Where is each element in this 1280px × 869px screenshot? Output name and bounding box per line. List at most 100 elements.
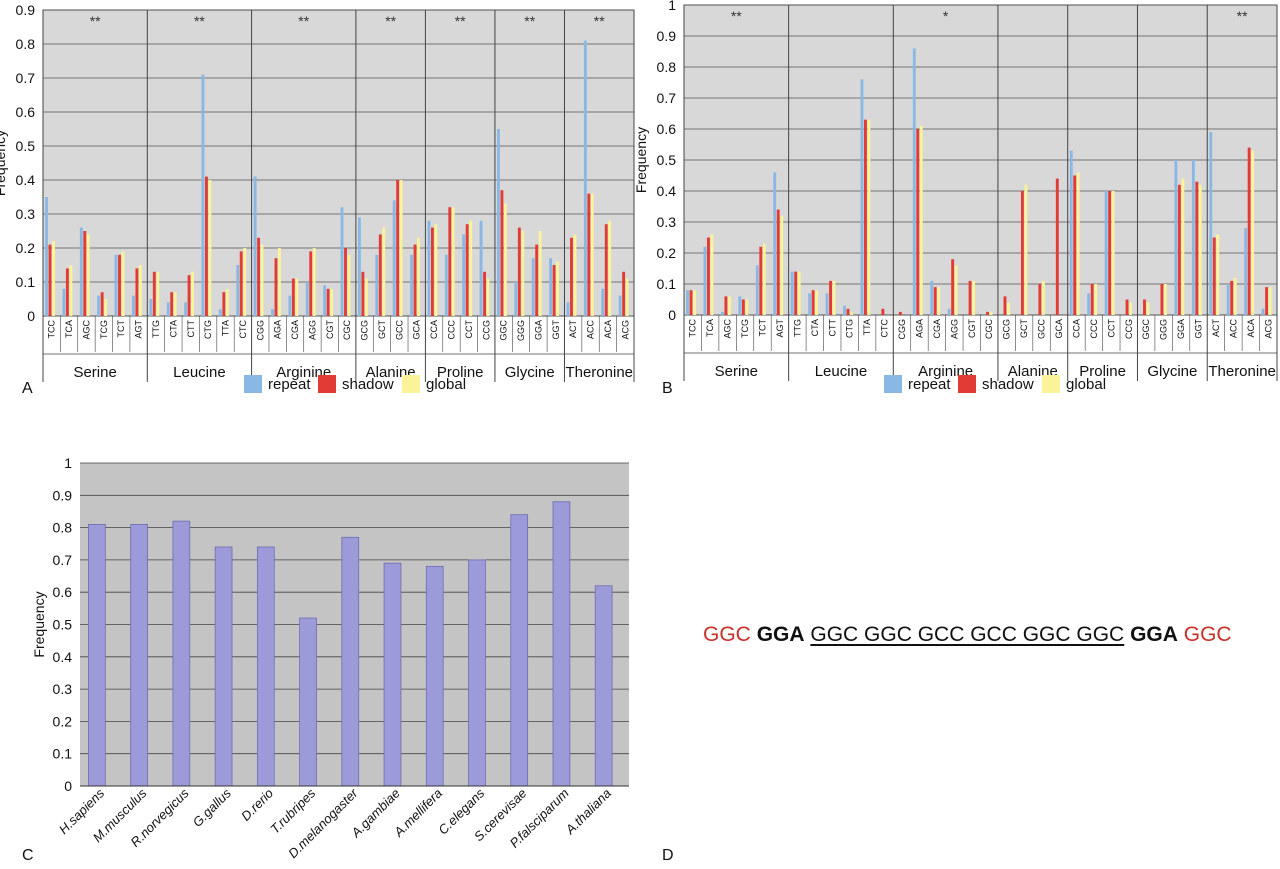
- b-legend-swatch-repeat: [884, 375, 902, 393]
- b-bar-global: [762, 243, 766, 315]
- a-bar-global: [295, 278, 299, 316]
- b-bar-global: [1007, 302, 1010, 315]
- b-bar-global: [1146, 302, 1150, 315]
- b-bar-shadow: [724, 296, 728, 315]
- a-bar-global: [208, 180, 212, 316]
- panel-label-a: A: [22, 380, 33, 397]
- a-group-label: Glycine: [505, 364, 555, 381]
- a-bar-repeat: [201, 74, 205, 316]
- b-bar-shadow: [846, 308, 850, 315]
- a-bar-shadow: [222, 292, 226, 316]
- b-bar-repeat: [738, 296, 742, 315]
- a-y-tick-label: 0.6: [16, 104, 36, 120]
- b-codon-label: AGT: [775, 319, 785, 338]
- a-bar-repeat: [566, 302, 570, 316]
- a-legend-label-global: global: [426, 376, 466, 393]
- a-bar-global: [243, 248, 247, 316]
- b-bar-repeat: [843, 305, 846, 315]
- b-bar-shadow: [933, 287, 937, 315]
- a-codon-label: CTG: [203, 320, 213, 339]
- a-bar-shadow: [291, 278, 295, 316]
- a-bar-repeat: [479, 220, 483, 316]
- a-bar-global: [156, 271, 160, 316]
- b-y-tick-label: 0: [668, 307, 676, 323]
- c-bar: [341, 536, 360, 787]
- b-significance-mark: **: [1237, 8, 1248, 24]
- a-bar-global: [625, 278, 629, 316]
- b-bar-shadow: [759, 246, 763, 315]
- a-bar-shadow: [344, 248, 347, 316]
- b-bar-shadow: [916, 129, 920, 315]
- c-bar: [552, 501, 571, 787]
- b-bar-global: [1041, 280, 1045, 315]
- a-bar-global: [138, 265, 142, 316]
- b-bar-shadow: [1003, 296, 1007, 315]
- a-y-tick-label: 0.9: [16, 2, 36, 18]
- a-bar-repeat: [392, 200, 396, 316]
- b-bar-shadow: [794, 271, 798, 315]
- b-codon-label: TCC: [688, 319, 698, 338]
- b-legend-swatch-shadow: [958, 375, 976, 393]
- a-codon-label: TCT: [116, 320, 126, 338]
- a-bar-global: [451, 207, 455, 316]
- b-significance-mark: **: [731, 8, 742, 24]
- a-bar-repeat: [305, 282, 309, 316]
- b-bar-global: [780, 215, 784, 315]
- a-codon-label: AGC: [81, 320, 91, 340]
- b-codon-label: CGT: [967, 319, 977, 339]
- a-bar-repeat: [601, 288, 605, 316]
- b-y-tick-label: 0.5: [657, 152, 677, 168]
- b-codon-label: AGG: [949, 319, 959, 339]
- a-bar-repeat: [79, 227, 83, 316]
- a-y-tick-label: 0.2: [16, 240, 36, 256]
- b-codon-label: CCT: [1106, 319, 1116, 338]
- a-codon-label: ACA: [603, 320, 613, 339]
- b-codon-label: ACC: [1228, 319, 1238, 339]
- a-bar-repeat: [531, 258, 535, 316]
- b-y-tick-label: 0.1: [657, 276, 677, 292]
- a-bar-shadow: [465, 224, 469, 316]
- a-bar-global: [469, 220, 473, 316]
- sequence-bold-right: GGA: [1130, 623, 1178, 646]
- panel-label-c: C: [22, 847, 34, 864]
- a-bar-shadow: [326, 288, 330, 316]
- a-bar-shadow: [239, 251, 243, 316]
- b-bar-global: [867, 119, 871, 315]
- b-bar-global: [1094, 284, 1098, 315]
- b-bar-repeat: [703, 246, 707, 315]
- c-y-tick-label: 0: [64, 778, 72, 794]
- panel-label-b: B: [662, 380, 673, 397]
- a-group-label: Leucine: [173, 364, 226, 381]
- a-bar-shadow: [274, 258, 278, 316]
- b-bar-global: [815, 290, 819, 315]
- a-significance-mark: **: [594, 13, 605, 29]
- b-bar-global: [832, 280, 836, 315]
- b-bar-global: [1233, 277, 1237, 315]
- a-codon-label: GGA: [533, 320, 543, 340]
- b-bar-shadow: [863, 119, 867, 315]
- b-bar-shadow: [986, 311, 989, 315]
- a-bar-repeat: [323, 285, 327, 316]
- b-bar-shadow: [776, 209, 780, 315]
- b-bar-global: [1268, 287, 1272, 315]
- b-bar-shadow: [1143, 299, 1146, 315]
- c-bar: [468, 559, 486, 787]
- a-bar-global: [173, 292, 177, 316]
- b-bar-global: [919, 125, 923, 316]
- a-bar-shadow: [100, 292, 104, 316]
- a-bar-repeat: [514, 282, 518, 316]
- a-significance-mark: **: [298, 13, 309, 29]
- a-y-tick-label: 0: [27, 308, 35, 324]
- c-y-axis-label: Frequency: [31, 591, 47, 657]
- b-group-label: Theronine: [1208, 363, 1276, 380]
- a-bar-shadow: [83, 231, 87, 316]
- a-bar-repeat: [618, 295, 622, 316]
- c-category-label: D.rerio: [238, 786, 276, 824]
- a-bar-shadow: [205, 176, 208, 316]
- b-bar-global: [693, 290, 696, 315]
- b-bar-shadow: [1265, 287, 1269, 315]
- b-y-tick-label: 0.3: [657, 214, 677, 230]
- a-bar-shadow: [65, 268, 69, 316]
- b-codon-label: CCG: [1124, 319, 1134, 339]
- a-y-axis-label: Frequency: [0, 130, 8, 196]
